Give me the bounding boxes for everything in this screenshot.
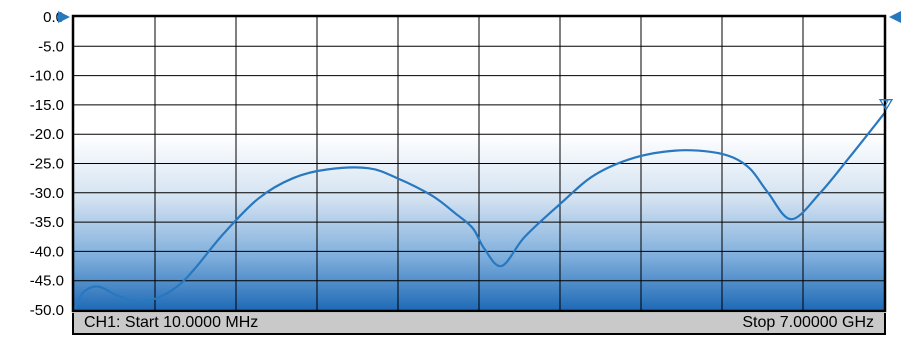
status-bar: CH1: Start 10.0000 MHz Stop 7.00000 GHz bbox=[72, 313, 886, 335]
marker-triangle bbox=[878, 99, 894, 111]
y-tick-label: -10.0 bbox=[30, 68, 64, 85]
y-tick-label: -50.0 bbox=[30, 302, 64, 319]
y-tick-label: -40.0 bbox=[30, 243, 64, 260]
stop-frequency: Stop 7.00000 GHz bbox=[742, 314, 874, 331]
y-tick-label: -5.0 bbox=[38, 38, 64, 55]
plot-frame bbox=[71, 14, 887, 313]
y-tick-labels: 0.0-5.0-10.0-15.0-20.0-25.0-30.0-35.0-40… bbox=[30, 9, 64, 319]
y-tick-label: -25.0 bbox=[30, 156, 64, 173]
marker-7: 7 bbox=[878, 99, 894, 111]
right-reference-marker bbox=[889, 11, 901, 23]
y-tick-label: -35.0 bbox=[30, 214, 64, 231]
y-tick-label: -20.0 bbox=[30, 126, 64, 143]
marker-label: 7 bbox=[883, 100, 889, 111]
series-line bbox=[72, 112, 886, 312]
left-reference-marker bbox=[58, 11, 70, 23]
start-frequency: CH1: Start 10.0000 MHz bbox=[84, 314, 259, 331]
y-tick-label: -30.0 bbox=[30, 185, 64, 202]
y-tick-label: -15.0 bbox=[30, 97, 64, 114]
y-tick-label: -45.0 bbox=[30, 273, 64, 290]
